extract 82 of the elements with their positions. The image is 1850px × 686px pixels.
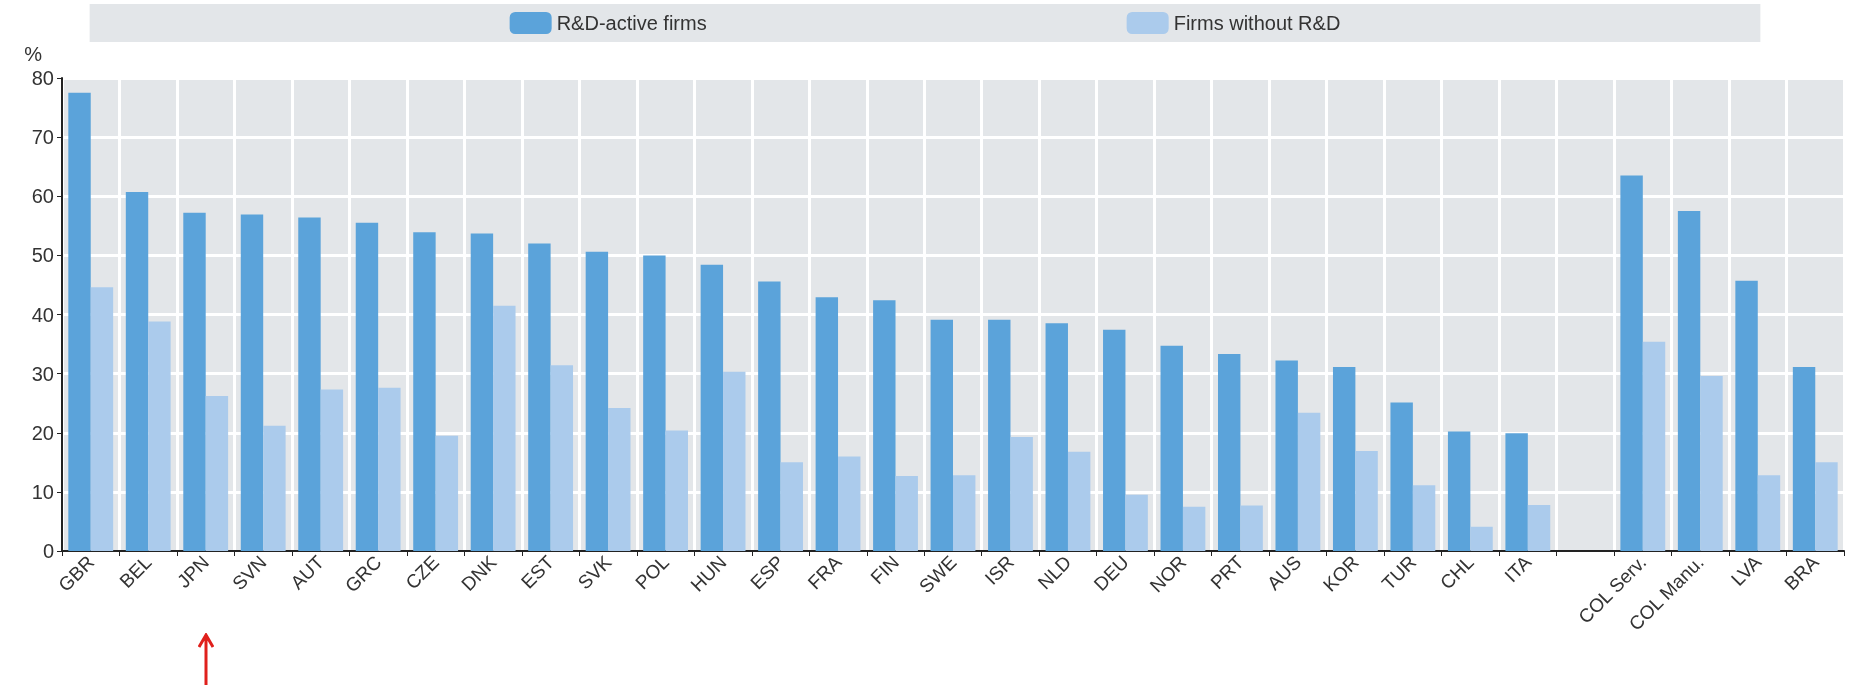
bar: [1470, 526, 1493, 551]
bar: [68, 92, 91, 551]
bar: [1815, 462, 1838, 551]
bar: [1412, 485, 1436, 551]
y-tick-label: 50: [31, 244, 54, 267]
bar: [988, 319, 1011, 551]
bar: [493, 305, 516, 551]
bar: [413, 232, 436, 551]
legend-label: R&D-active firms: [556, 12, 707, 34]
bar: [1792, 367, 1816, 551]
bar: [1447, 431, 1471, 551]
bar: [298, 217, 321, 551]
y-tick-label: 0: [42, 540, 54, 562]
bar: [780, 462, 803, 551]
bar: [608, 407, 631, 551]
y-tick-label: 60: [31, 185, 54, 208]
y-tick-label: 20: [31, 421, 54, 444]
bar: [205, 396, 229, 551]
bar: [1010, 436, 1033, 551]
bar: [125, 192, 149, 551]
bar: [263, 425, 286, 551]
bar: [1103, 329, 1126, 551]
bar: [355, 222, 379, 551]
bar: [1240, 505, 1263, 551]
bar: [1355, 451, 1378, 551]
bar: [90, 287, 114, 551]
y-tick-label: 80: [31, 67, 54, 89]
y-tick-label: 70: [31, 126, 54, 149]
bar: [815, 297, 839, 551]
bar: [1160, 345, 1183, 551]
y-tick-label: 10: [31, 480, 54, 503]
bar: [953, 475, 976, 551]
bar: [1757, 475, 1781, 551]
legend-label: Firms without R&D: [1173, 12, 1341, 34]
bar: [838, 456, 861, 551]
bar: [528, 243, 551, 551]
y-tick-label: 40: [31, 303, 54, 326]
x-tick-label: ITA: [1500, 551, 1536, 587]
bar: [700, 264, 724, 551]
bar: [1067, 451, 1091, 551]
bar: [930, 319, 953, 551]
bar: [723, 371, 746, 551]
bar: [1642, 341, 1666, 551]
bar: [1332, 367, 1356, 551]
bar: [1700, 375, 1723, 551]
bar: [1275, 360, 1298, 551]
bar: [550, 365, 574, 551]
bar: [1505, 433, 1528, 551]
bar: [435, 435, 459, 551]
bar: [895, 475, 918, 551]
bar: [1125, 494, 1148, 551]
bar: [1735, 280, 1758, 551]
y-axis-title: %: [24, 43, 43, 65]
bar: [320, 389, 344, 551]
bar: [643, 255, 666, 551]
bar: [1527, 504, 1551, 551]
bar: [1677, 211, 1701, 551]
bar: [1045, 323, 1068, 551]
bar: [240, 214, 264, 551]
bar: [873, 300, 896, 551]
x-tick-label: ISR: [980, 551, 1018, 589]
x-tick-label: CHL: [1436, 551, 1478, 594]
bar: [378, 387, 401, 551]
bar: [470, 233, 494, 551]
bar: [1218, 354, 1241, 551]
bar: [1390, 402, 1413, 551]
bar: [1297, 412, 1321, 551]
x-tick-label: BEL: [115, 551, 156, 592]
x-tick-label: FRA: [803, 551, 846, 594]
bar: [148, 321, 171, 551]
x-tick-label: FIN: [866, 551, 903, 589]
bar: [758, 281, 781, 551]
y-tick-label: 30: [31, 362, 54, 385]
bar: [1182, 506, 1206, 551]
bar: [183, 212, 206, 551]
x-tick-label: POL: [631, 551, 674, 594]
x-tick-label: BRA: [1780, 551, 1823, 595]
x-tick-label: TUR: [1377, 551, 1421, 595]
bar: [1620, 175, 1643, 551]
x-tick-label: LVA: [1726, 551, 1766, 590]
bar: [585, 251, 609, 551]
bar: [665, 430, 688, 551]
